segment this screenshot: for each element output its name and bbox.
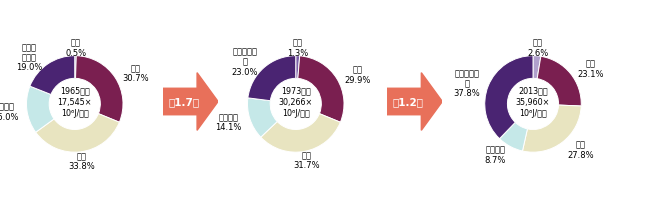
Polygon shape (162, 73, 218, 131)
Wedge shape (75, 56, 76, 79)
Polygon shape (387, 73, 442, 131)
Text: ちゅう房
16.0%: ちゅう房 16.0% (0, 102, 18, 121)
Text: 冷房
1.3%: 冷房 1.3% (287, 38, 309, 57)
Wedge shape (485, 56, 533, 139)
Wedge shape (36, 114, 120, 152)
Wedge shape (248, 98, 277, 137)
Wedge shape (537, 57, 581, 106)
Text: 暖房
29.9%: 暖房 29.9% (344, 65, 370, 84)
Wedge shape (298, 57, 344, 123)
Text: 冷房
2.6%: 冷房 2.6% (527, 38, 548, 57)
Wedge shape (30, 56, 75, 95)
Text: 暖房
30.7%: 暖房 30.7% (123, 64, 149, 83)
Wedge shape (261, 114, 341, 152)
Text: 給湯
27.8%: 給湯 27.8% (567, 140, 594, 159)
Wedge shape (27, 87, 54, 133)
Text: 約1.7倍: 約1.7倍 (168, 97, 200, 107)
Wedge shape (296, 56, 300, 79)
Wedge shape (523, 105, 581, 152)
Text: 給湯
33.8%: 給湯 33.8% (68, 151, 95, 170)
Text: 給湯
31.7%: 給湯 31.7% (293, 151, 320, 170)
Wedge shape (75, 56, 123, 123)
Text: 冷房
0.5%: 冷房 0.5% (65, 38, 86, 57)
Text: 2013年度
35,960×
10⁶J/世帯: 2013年度 35,960× 10⁶J/世帯 (516, 86, 550, 118)
Text: ちゅう房
8.7%: ちゅう房 8.7% (485, 145, 506, 164)
Wedge shape (500, 123, 527, 151)
Text: ちゅう房
14.1%: ちゅう房 14.1% (215, 113, 242, 132)
Text: 動力・照明
他
37.8%: 動力・照明 他 37.8% (454, 69, 480, 98)
Text: 暖房
23.1%: 暖房 23.1% (577, 59, 604, 78)
Text: 1973年度
30,266×
10⁶J/世帯: 1973年度 30,266× 10⁶J/世帯 (279, 86, 313, 118)
Text: 動力・照明
他
23.0%: 動力・照明 他 23.0% (231, 47, 258, 76)
Wedge shape (533, 56, 541, 79)
Text: 1965年度
17,545×
10⁶J/世帯: 1965年度 17,545× 10⁶J/世帯 (57, 86, 92, 118)
Text: 約1.2倍: 約1.2倍 (393, 97, 424, 107)
Text: 動力・
照明他
19.0%: 動力・ 照明他 19.0% (16, 43, 43, 72)
Wedge shape (248, 56, 296, 101)
